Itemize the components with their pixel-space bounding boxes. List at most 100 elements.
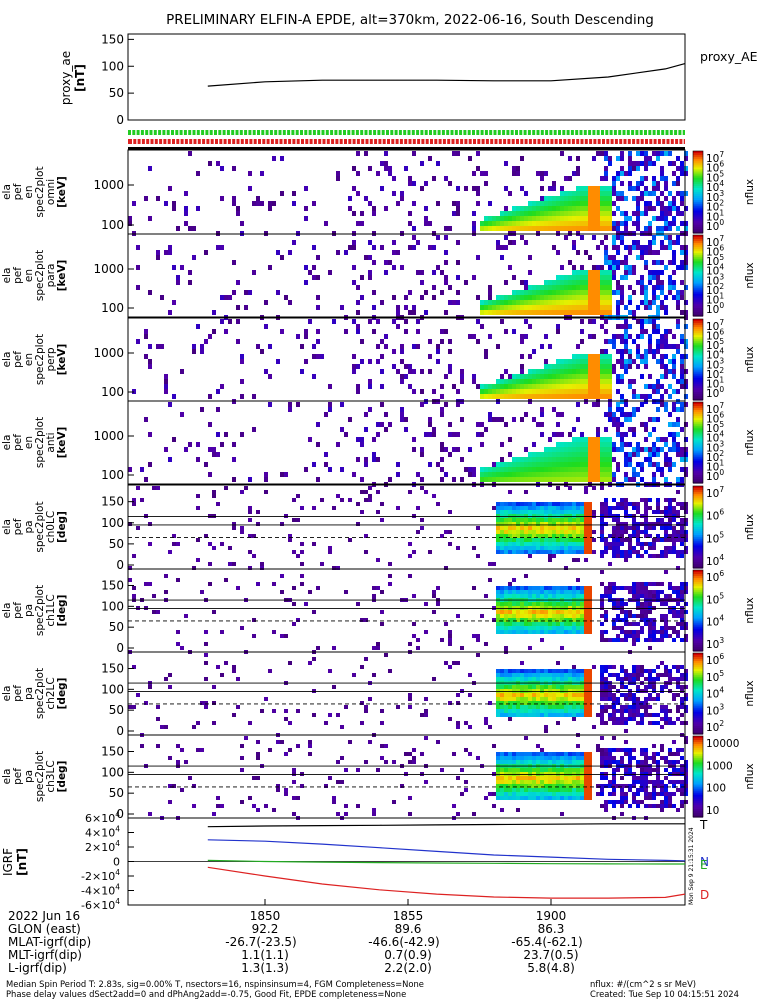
spectrogram-cell: [664, 402, 668, 407]
spectrogram-cell: [488, 305, 492, 310]
spectrogram-cell: [500, 594, 504, 598]
spectrogram-cell: [656, 673, 660, 677]
spectrogram-cell: [656, 196, 660, 201]
spectrogram-cell: [560, 673, 564, 677]
spectrogram-cell: [520, 526, 524, 530]
spectrogram-cell: [564, 275, 568, 280]
spectrogram-cell: [532, 673, 536, 677]
spectrogram-cell: [636, 709, 640, 713]
spectrogram-cell: [516, 374, 520, 379]
spectrogram-cell: [480, 389, 484, 394]
colorbar-step: [693, 506, 703, 510]
spectrogram-cell: [576, 462, 580, 467]
spectrogram-cell: [624, 510, 628, 514]
spectrogram-cell: [680, 447, 684, 452]
spectrogram-cell: [576, 226, 580, 231]
spectrogram-cell: [584, 594, 588, 598]
spectrogram-cell: [576, 578, 580, 582]
ylabel-line: en: [23, 269, 35, 282]
colorbar-step: [693, 606, 703, 610]
spectrogram-cell: [328, 384, 332, 389]
spectrogram-cell: [580, 211, 584, 216]
spectrogram-cell: [556, 705, 560, 709]
spectrogram-cell: [520, 522, 524, 526]
spectrogram-cell: [588, 542, 592, 546]
spectrogram-cell: [512, 610, 516, 614]
spectrogram-cell: [492, 477, 496, 482]
spectrogram-cell: [664, 369, 668, 374]
spectrogram-cell: [564, 285, 568, 290]
spectrogram-cell: [240, 526, 244, 530]
status-gap: [651, 130, 653, 135]
spectrogram-cell: [624, 452, 628, 457]
spectrogram-cell: [552, 538, 556, 542]
spectrogram-cell: [252, 634, 256, 638]
spectrogram-cell: [520, 546, 524, 550]
spectrogram-cell: [604, 305, 608, 310]
spectrogram-cell: [488, 216, 492, 221]
spectrogram-cell: [544, 701, 548, 705]
spectrogram-cell: [596, 191, 600, 196]
spectrogram-cell: [376, 457, 380, 462]
spectrogram-cell: [520, 334, 524, 339]
status-gap: [272, 130, 275, 135]
spectrogram-cell: [620, 295, 624, 300]
spectrogram-cell: [556, 586, 560, 590]
spectrogram-cell: [560, 379, 564, 384]
spectrogram-cell: [488, 201, 492, 206]
spectrogram-cell: [176, 642, 180, 646]
spectrogram-cell: [520, 305, 524, 310]
spectrogram-cell: [620, 285, 624, 290]
spectrogram-cell: [628, 630, 632, 634]
spectrogram-cell: [504, 305, 508, 310]
spectrogram-cell: [588, 457, 592, 462]
spectrogram-cell: [680, 673, 684, 677]
spectrogram-cell: [496, 305, 500, 310]
spectrogram-cell: [328, 546, 332, 550]
spectrogram-cell: [636, 201, 640, 206]
spectrogram-cell: [424, 602, 428, 606]
colorbar-step: [693, 586, 703, 589]
spectrogram-cell: [640, 329, 644, 334]
spectrogram-cell: [512, 534, 516, 538]
spectrogram-cell: [612, 369, 616, 374]
spectrogram-cell: [628, 427, 632, 432]
spectrogram-cell: [636, 630, 640, 634]
spectrogram-cell: [644, 329, 648, 334]
spectrogram-cell: [612, 226, 616, 231]
colorbar-step: [693, 345, 703, 348]
colorbar-step: [693, 695, 703, 699]
spectrogram-cell: [408, 176, 412, 181]
spectrogram-cell: [488, 701, 492, 705]
status-gap: [574, 139, 577, 144]
spectrogram-cell: [500, 300, 504, 305]
spectrogram-cell: [652, 452, 656, 457]
spectrogram-cell: [648, 677, 652, 681]
spectrogram-cell: [588, 618, 592, 622]
spectrogram-cell: [164, 250, 168, 255]
spectrogram-cell: [536, 669, 540, 673]
spectrogram-cell: [604, 339, 608, 344]
spectrogram-cell: [632, 265, 636, 270]
spectrogram-cell: [348, 538, 352, 542]
spectrogram-cell: [584, 191, 588, 196]
spectrogram-cell: [236, 677, 240, 681]
spectrogram-cell: [540, 701, 544, 705]
spectrogram-cell: [304, 334, 308, 339]
spectrogram-cell: [608, 216, 612, 221]
status-gap: [162, 139, 164, 144]
spectrogram-cell: [672, 364, 676, 369]
spectrogram-cell: [520, 530, 524, 534]
spectrogram-cell: [648, 374, 652, 379]
proxy-ae-line: [207, 63, 686, 87]
spectrogram-cell: [352, 186, 356, 191]
colorbar-step: [693, 642, 703, 646]
spectrogram-cell: [420, 447, 424, 452]
spectrogram-cell: [636, 665, 640, 669]
spectrogram-cell: [512, 622, 516, 626]
spectrogram-cell: [636, 502, 640, 506]
spectrogram-cell: [672, 518, 676, 522]
spectrogram-cell: [592, 334, 596, 339]
colorbar-step: [693, 241, 703, 244]
spectrogram-cell: [576, 300, 580, 305]
